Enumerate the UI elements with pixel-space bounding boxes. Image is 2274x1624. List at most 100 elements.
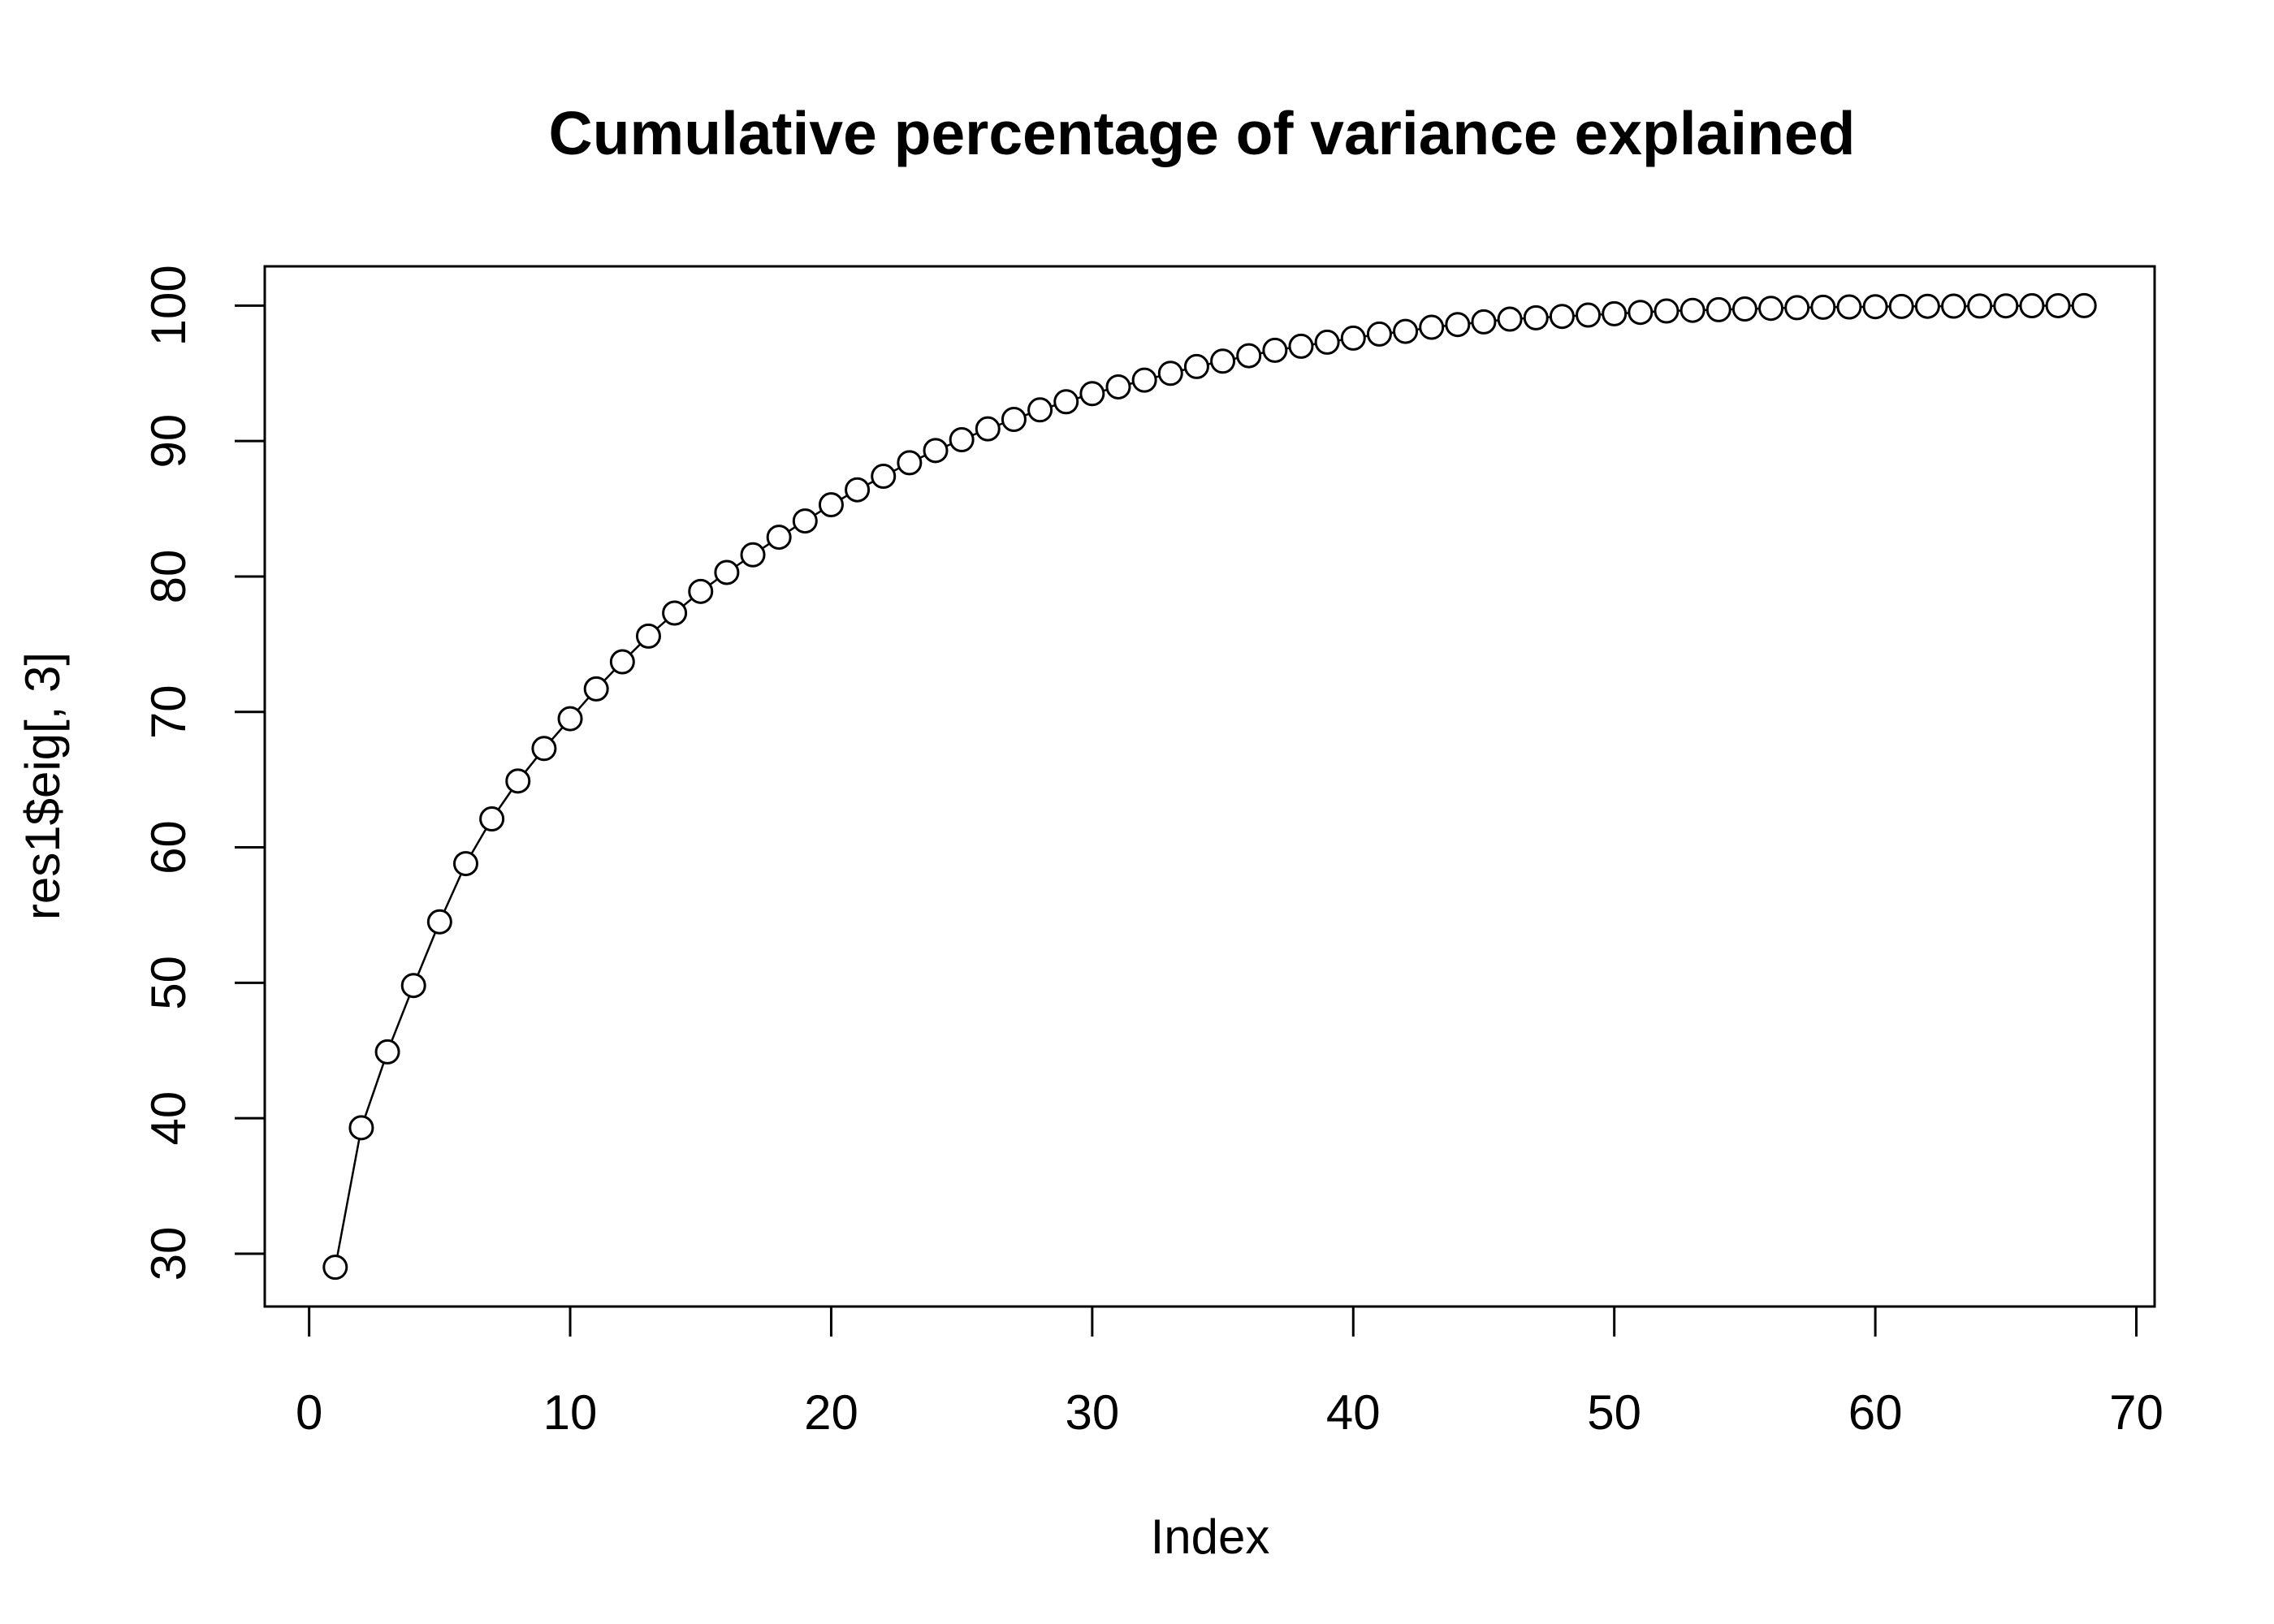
- data-point: [583, 676, 609, 702]
- data-point: [975, 416, 1001, 442]
- series-line-segment: [603, 669, 616, 682]
- data-point: [1784, 295, 1810, 321]
- data-point: [1131, 367, 1157, 393]
- data-point: [714, 559, 740, 585]
- chart-title: Cumulative percentage of variance explai…: [549, 99, 1856, 167]
- plot-frame: [263, 265, 2156, 1308]
- y-tick-label: 90: [141, 414, 196, 469]
- data-point: [2045, 292, 2071, 318]
- data-point: [1340, 325, 1366, 351]
- data-point: [1314, 329, 1340, 355]
- data-point: [531, 736, 557, 762]
- series-line-segment: [524, 756, 538, 773]
- data-point: [1523, 304, 1549, 330]
- data-point: [1602, 300, 1628, 326]
- data-point: [1262, 337, 1288, 363]
- data-point: [557, 706, 583, 732]
- data-point: [1393, 318, 1419, 344]
- data-point: [1549, 304, 1575, 330]
- data-point: [1810, 294, 1836, 320]
- data-point: [1706, 296, 1731, 322]
- x-axis: 0 10 20 30 40 50 60 70: [296, 1305, 2164, 1440]
- data-point: [609, 649, 635, 675]
- x-tick-label: 70: [2109, 1385, 2164, 1440]
- data-point: [1471, 309, 1497, 335]
- series-line-segment: [656, 620, 667, 630]
- data-point: [1445, 312, 1471, 338]
- data-point: [479, 806, 505, 832]
- series-line-segment: [788, 525, 797, 533]
- x-tick-label: 20: [804, 1385, 858, 1440]
- data-point: [1210, 348, 1236, 374]
- data-point: [1497, 306, 1523, 332]
- data-point: [1941, 293, 1967, 319]
- series-line-segment: [629, 643, 642, 655]
- series-line-segment: [709, 578, 719, 586]
- y-tick-label: 60: [141, 820, 196, 875]
- series-line-segment: [417, 931, 437, 976]
- y-tick-label: 30: [141, 1227, 196, 1281]
- data-point: [1366, 321, 1392, 347]
- data-point: [845, 477, 871, 503]
- data-point: [766, 525, 792, 551]
- y-tick-label: 50: [141, 956, 196, 1010]
- y-tick-label: 100: [141, 265, 196, 346]
- x-tick-label: 40: [1326, 1385, 1381, 1440]
- data-point: [1680, 297, 1706, 323]
- data-point: [897, 450, 923, 476]
- data-point: [1288, 333, 1314, 359]
- series-line-segment: [761, 542, 771, 550]
- data-point: [348, 1115, 374, 1141]
- data-point: [1862, 294, 1888, 320]
- y-tick-label: 70: [141, 685, 196, 739]
- data-point: [374, 1039, 400, 1065]
- data-point: [949, 427, 975, 452]
- series-line-segment: [735, 560, 745, 568]
- series-line-segment: [336, 1138, 361, 1257]
- data-point: [2019, 293, 2045, 319]
- series-line-segment: [497, 789, 512, 810]
- data-point: [322, 1255, 348, 1281]
- data-point: [871, 464, 897, 490]
- series-line-segment: [814, 509, 823, 516]
- data-point: [1654, 298, 1680, 324]
- y-axis: 30 40 50 60 70 80 90 100: [141, 265, 266, 1281]
- data-point: [635, 623, 661, 649]
- data-point: [452, 851, 478, 877]
- data-point: [1079, 381, 1105, 407]
- data-point: [688, 578, 714, 604]
- y-axis-label: res1$eig[, 3]: [15, 652, 70, 920]
- y-tick-label: 80: [141, 550, 196, 604]
- data-point: [1731, 296, 1757, 322]
- x-tick-label: 60: [1848, 1385, 1903, 1440]
- data-point: [1888, 293, 1914, 319]
- x-tick-label: 0: [296, 1385, 322, 1440]
- data-point: [400, 973, 426, 999]
- data-point: [1105, 374, 1131, 400]
- data-point: [2071, 292, 2097, 318]
- series-line-segment: [470, 827, 487, 855]
- data-point: [1027, 397, 1053, 423]
- data-point: [1183, 353, 1209, 379]
- x-tick-label: 10: [543, 1385, 598, 1440]
- data-point: [505, 768, 531, 794]
- data-point: [1758, 296, 1784, 322]
- data-point: [1576, 302, 1602, 328]
- data-point: [1967, 293, 1993, 319]
- data-point: [1001, 406, 1027, 432]
- data-point: [792, 508, 818, 534]
- data-series: [322, 292, 2097, 1281]
- data-point: [1628, 300, 1654, 326]
- data-point: [1157, 361, 1183, 387]
- data-point: [662, 600, 688, 626]
- data-point: [1914, 293, 1940, 319]
- data-point: [923, 438, 949, 464]
- data-point: [1236, 343, 1262, 369]
- x-axis-label: Index: [1151, 1510, 1270, 1564]
- series-line-segment: [391, 996, 411, 1042]
- data-point: [818, 492, 844, 518]
- x-tick-label: 50: [1587, 1385, 1641, 1440]
- series-line-segment: [577, 697, 590, 711]
- y-tick-label: 40: [141, 1091, 196, 1146]
